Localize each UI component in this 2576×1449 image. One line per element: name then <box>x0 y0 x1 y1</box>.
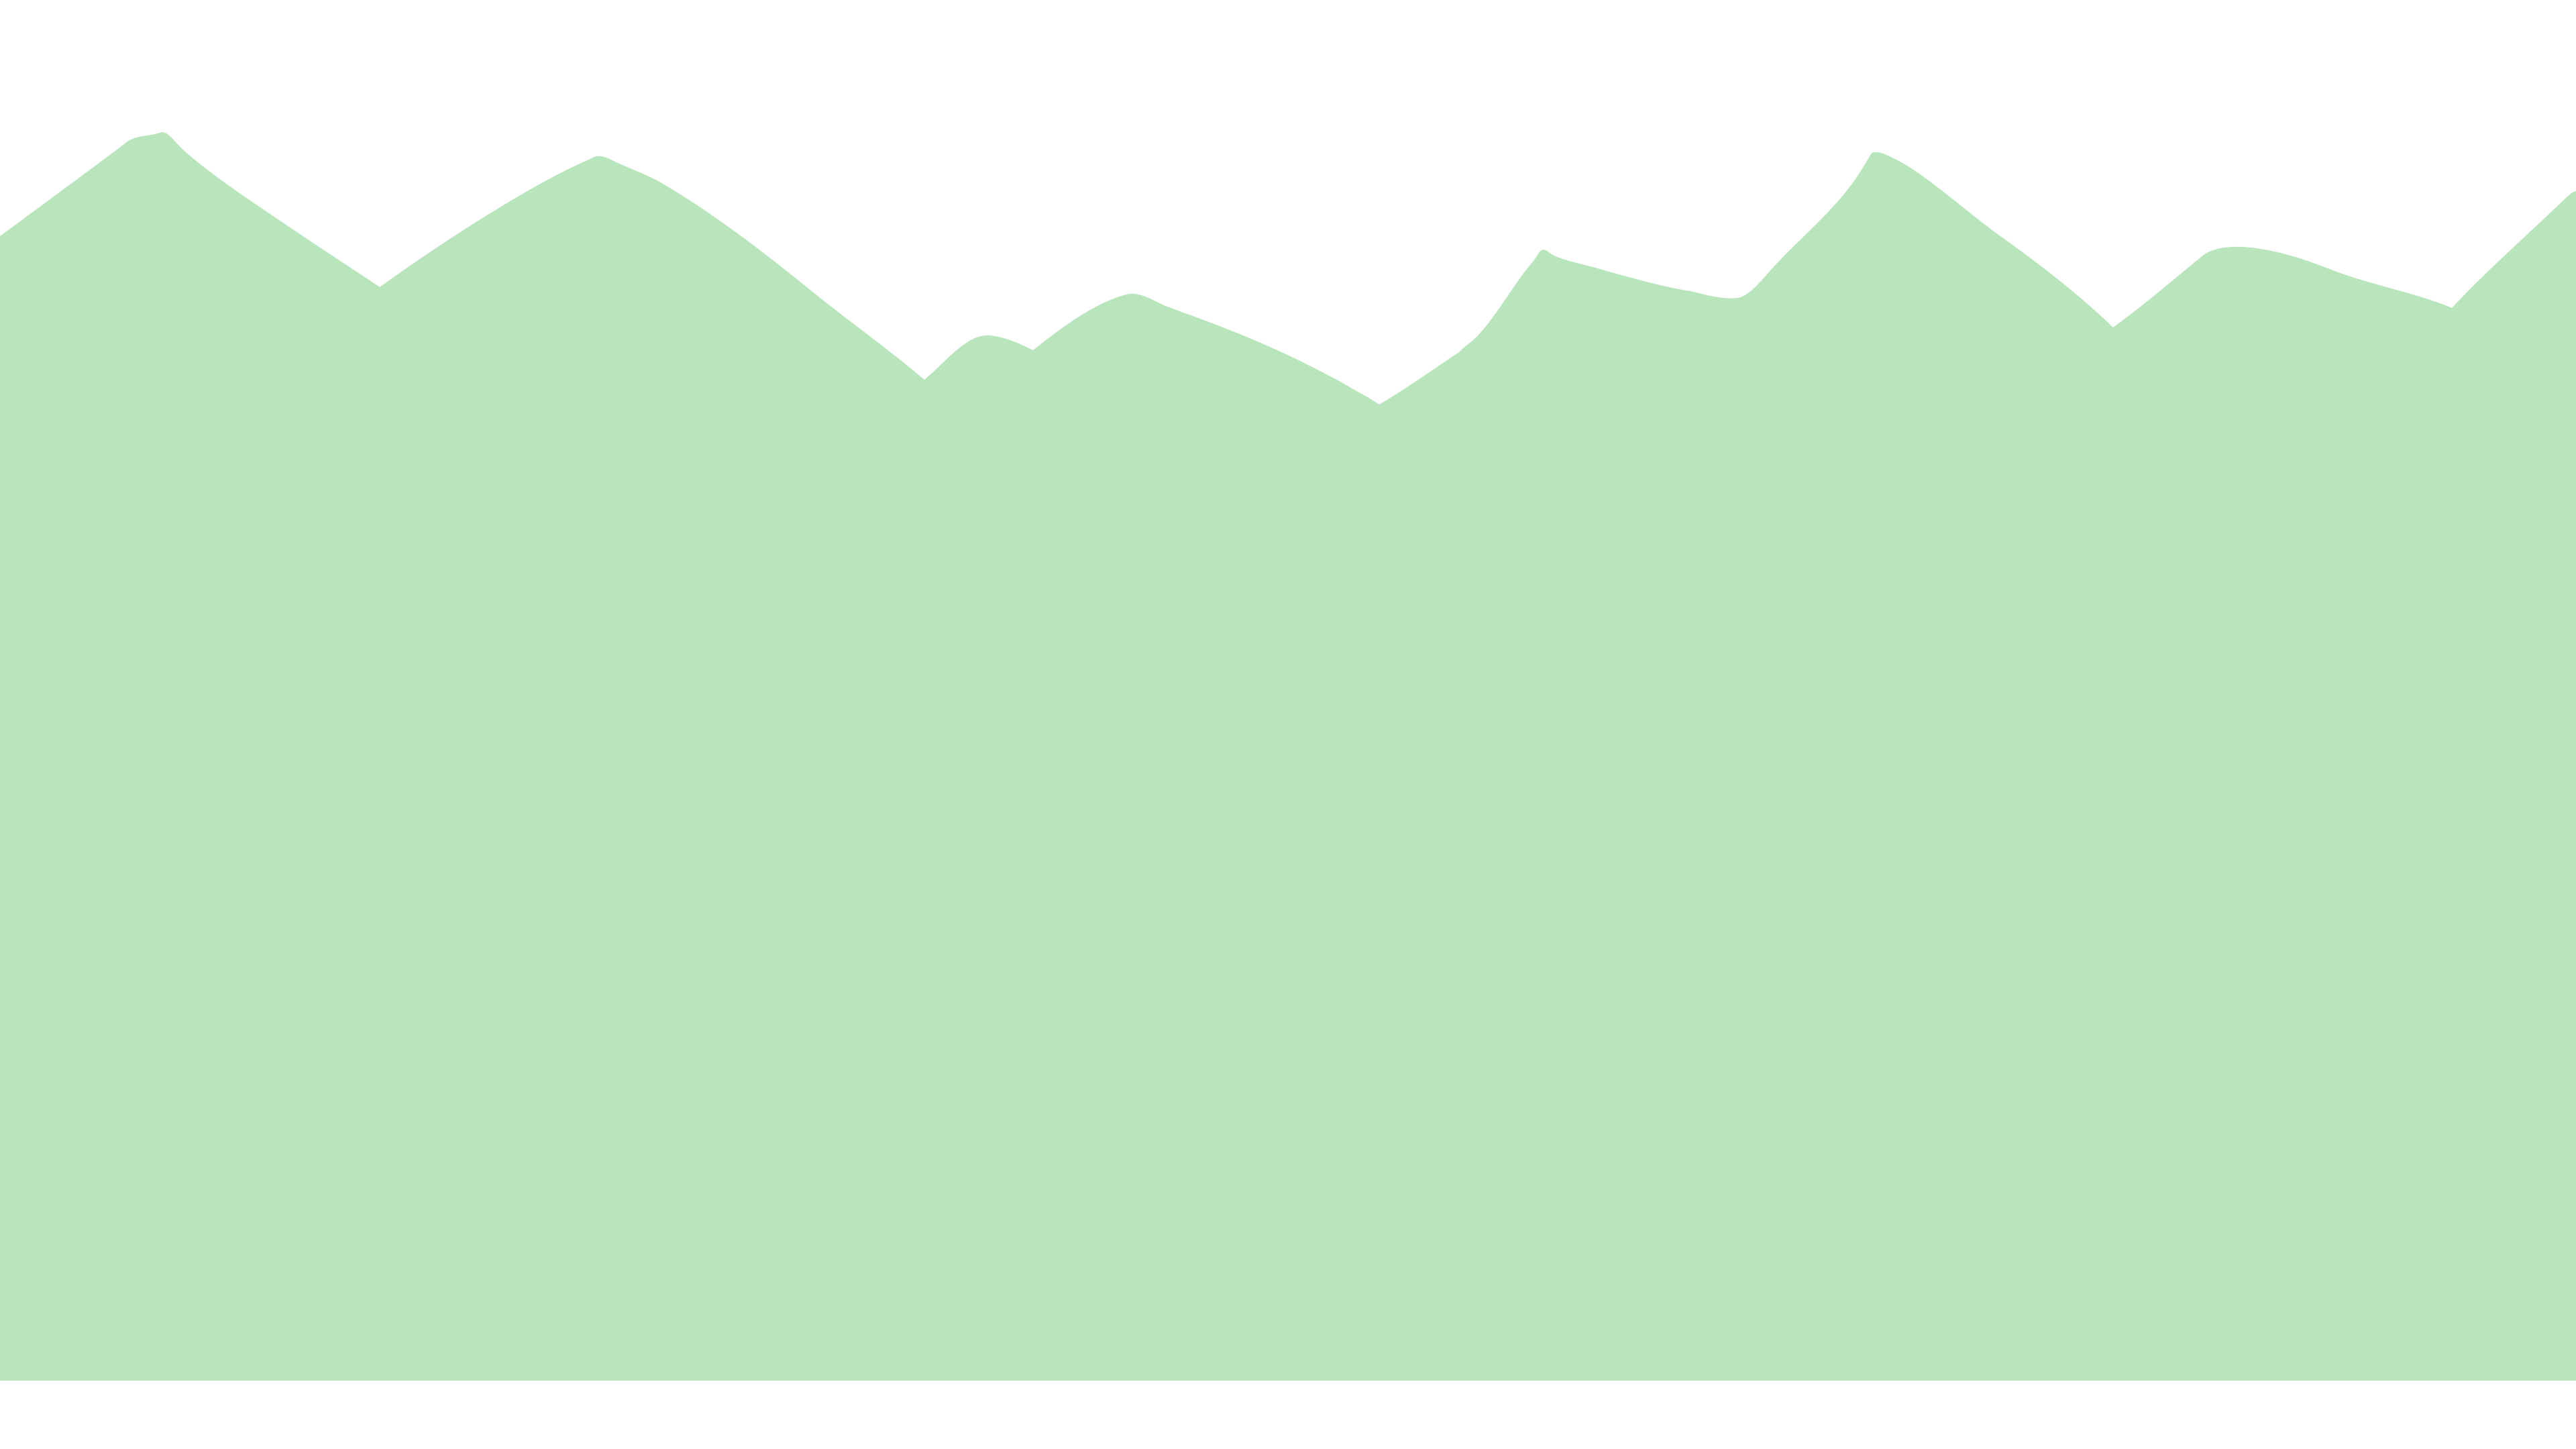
mountain-silhouette <box>0 131 2576 1381</box>
